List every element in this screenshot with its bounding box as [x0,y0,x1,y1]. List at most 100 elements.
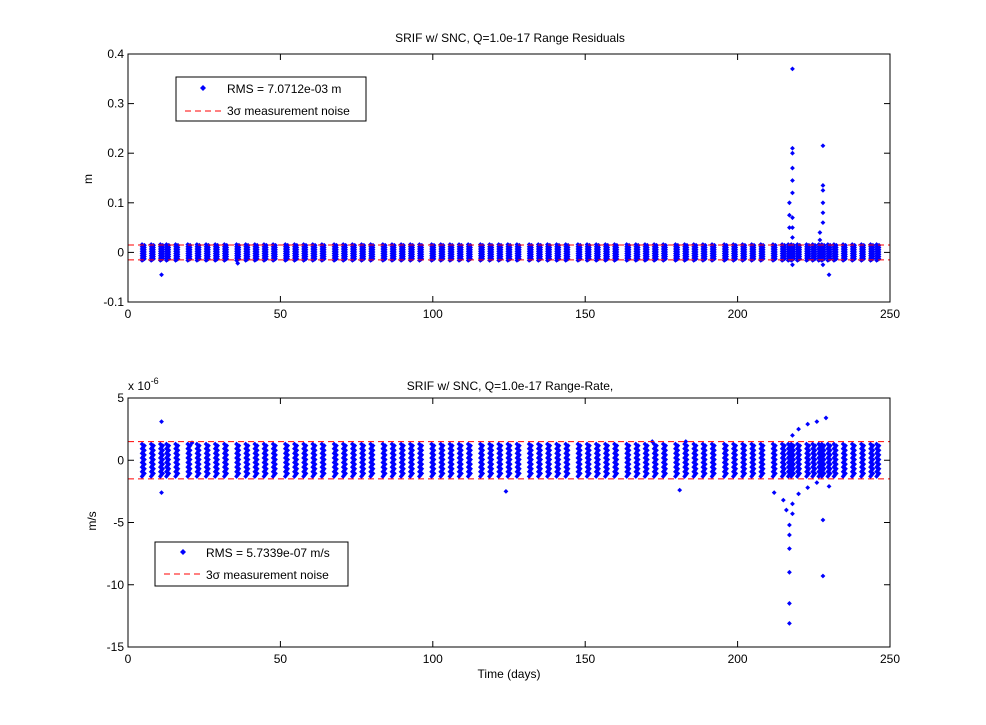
data-point [234,242,239,247]
data-point [459,461,464,467]
data-point [861,461,867,467]
data-point [340,460,346,465]
data-point [682,460,687,465]
tracking-pass-column [709,441,717,479]
tracking-pass-column [194,441,202,479]
data-point [529,461,534,467]
data-point [252,460,258,465]
data-point [477,441,483,447]
tracking-pass-column [868,441,876,479]
tracking-pass-column [359,441,367,479]
data-point [682,455,687,461]
data-point [224,447,230,453]
data-point [399,449,405,455]
tracking-pass-column [139,441,147,479]
data-point [833,447,839,453]
data-point [212,460,218,465]
data-point [292,455,297,461]
y-tick-label: 0.2 [107,146,124,160]
tracking-pass-column [770,242,778,263]
outlier-point [790,215,795,221]
tracking-pass-column [212,441,220,479]
data-point [614,461,620,467]
data-point [465,441,471,447]
outlier-point [790,178,795,183]
tracking-pass-column [417,242,425,263]
data-point [556,447,562,453]
data-point [514,441,520,447]
tracking-pass-column [624,441,632,479]
data-point [758,441,764,447]
data-point [235,453,241,459]
data-point [157,455,163,461]
data-point [654,461,659,467]
data-point [874,242,880,247]
tracking-pass-column [301,242,309,263]
data-point [563,242,569,247]
legend-box [175,76,367,122]
tracking-pass-column [221,441,230,479]
tracking-pass-column [526,242,534,263]
data-point [584,460,590,465]
x-tick-label: 50 [274,652,288,666]
tracking-pass-column [770,441,778,479]
data-point [633,474,639,479]
data-point [282,460,288,465]
data-point [626,447,632,453]
tracking-pass-column [593,441,601,479]
tracking-pass-column [849,441,858,479]
legend: RMS = 5.7339e-07 m/s 3σ measurement nois… [154,541,349,587]
data-point [624,242,630,247]
data-point [593,441,599,447]
data-point [195,467,201,473]
data-point [164,242,169,247]
data-point [876,447,882,453]
data-point [721,441,727,447]
outlier-point [820,210,826,216]
data-point [212,474,218,479]
outlier-point [787,522,792,528]
data-point [654,447,659,453]
data-point [203,441,209,447]
outlier-point [787,212,792,218]
data-point [788,474,794,479]
data-point [612,242,617,247]
data-point [612,441,617,447]
tracking-pass-column [545,441,553,479]
data-point [223,453,228,459]
x-tick-label: 100 [423,652,443,666]
data-point [673,474,678,479]
data-point [858,460,864,465]
tracking-pass-column [139,242,147,263]
data-point [831,441,837,447]
data-point [173,242,178,247]
tracking-pass-column [593,242,601,263]
data-point [526,441,532,447]
legend-box [154,541,349,587]
data-point [868,441,873,447]
y-tick-label: 5 [117,391,124,405]
data-point [139,441,145,447]
tracking-pass-column [804,441,812,479]
legend-point-marker [200,85,206,91]
data-point [804,242,809,247]
data-point [849,474,855,479]
data-point [340,446,346,452]
data-point [301,441,306,447]
data-point [303,461,309,467]
data-point [505,474,511,479]
tracking-pass-column [642,242,650,263]
data-point [614,447,620,453]
data-point [785,455,791,461]
data-point [252,242,258,247]
data-point [514,242,520,247]
data-point [302,467,308,473]
data-point [270,441,276,447]
data-point [812,447,818,453]
y-tick-label: 0.1 [107,196,124,210]
tracking-pass-column [349,242,358,263]
data-point [545,441,550,447]
data-point [712,447,717,453]
data-point [243,242,249,247]
data-point [760,461,766,467]
